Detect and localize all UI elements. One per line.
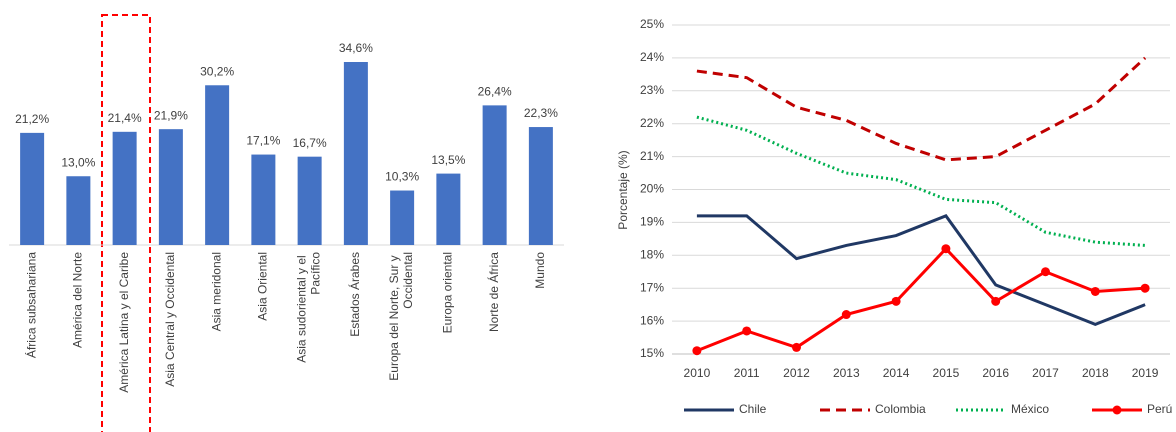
y-tick-label: 21%: [640, 149, 664, 163]
x-tick-label: 2015: [933, 366, 960, 380]
bar: [158, 129, 183, 245]
value-label: 21,4%: [108, 111, 142, 125]
y-tick-label: 17%: [640, 280, 664, 294]
series-line: [696, 246, 1146, 353]
x-tick-label: 2013: [833, 366, 860, 380]
x-tick-label: 2018: [1082, 366, 1109, 380]
y-tick-label: 19%: [640, 215, 664, 229]
x-tick-label: 2011: [734, 366, 760, 380]
series-marker: [891, 296, 901, 306]
legend-label: Chile: [739, 402, 767, 416]
x-tick-label: 2010: [684, 366, 711, 380]
value-label: 26,4%: [478, 85, 512, 99]
series-line: [696, 56, 1147, 162]
y-axis-label: Porcentaje (%): [616, 150, 630, 229]
y-tick-label: 22%: [640, 116, 664, 130]
legend-label: Perú: [1147, 402, 1172, 416]
series-marker: [941, 244, 951, 254]
x-tick-label: América del Norte: [71, 252, 85, 348]
series-marker: [991, 296, 1001, 306]
y-tick-label: 15%: [640, 346, 664, 360]
x-tick-label: 2019: [1132, 366, 1159, 380]
legend-marker: [1112, 405, 1122, 415]
y-tick-label: 18%: [640, 247, 664, 261]
series-marker: [692, 346, 702, 356]
x-tick-label: Asia Central y Occidental: [163, 252, 177, 387]
bar: [436, 173, 461, 245]
y-tick-label: 24%: [640, 50, 664, 64]
x-tick-label: África subsahariana: [23, 252, 38, 358]
x-tick-label: Norte de África: [486, 252, 501, 332]
x-tick-label: América Latina y el Caribe: [117, 252, 131, 393]
value-label: 21,9%: [154, 108, 188, 122]
bar: [528, 127, 553, 245]
series-marker: [742, 326, 752, 336]
bar: [20, 132, 45, 245]
bar: [343, 62, 368, 245]
bar: [205, 85, 230, 246]
label-line: Europa del Norte, Sur y: [387, 252, 401, 381]
series-marker: [1090, 286, 1100, 296]
series-line: [696, 213, 1146, 327]
bar: [390, 190, 415, 245]
legend-label: México: [1011, 402, 1049, 416]
label-line: Pacífico: [309, 252, 323, 295]
x-tick-label: Europa del Norte, Sur y Occidental: [387, 252, 415, 381]
series-marker: [1041, 267, 1050, 277]
value-label: 30,2%: [200, 64, 234, 78]
value-label: 13,0%: [61, 155, 95, 169]
bar: [482, 105, 507, 246]
bar: [297, 156, 322, 245]
value-label: 21,2%: [15, 112, 49, 126]
y-tick-label: 23%: [640, 83, 664, 97]
label-line: Asia sudoriental y el: [295, 252, 309, 363]
x-tick-label: Asia meridonal: [209, 252, 223, 331]
x-tick-label: Mundo: [533, 252, 547, 289]
series-marker: [1140, 283, 1150, 293]
x-tick-label: Asia sudoriental y el Pacífico: [295, 252, 323, 363]
x-tick-label: 2012: [783, 366, 810, 380]
series-line: [696, 115, 1146, 247]
x-tick-label: Estados Árabes: [347, 252, 362, 337]
y-tick-label: 20%: [640, 182, 664, 196]
value-label: 22,3%: [524, 106, 558, 120]
x-tick-label: Asia Oriental: [256, 252, 270, 321]
x-tick-label: 2017: [1032, 366, 1059, 380]
x-tick-label: Europa oriental: [441, 252, 455, 333]
highlight-box: [101, 14, 151, 432]
legend-label: Colombia: [875, 402, 926, 416]
series-marker: [792, 342, 801, 352]
bar: [112, 131, 137, 245]
y-tick-label: 16%: [640, 313, 664, 327]
label-line: Occidental: [401, 252, 415, 309]
bar: [251, 154, 276, 245]
value-label: 16,7%: [293, 136, 327, 150]
value-label: 17,1%: [246, 134, 280, 148]
series-marker: [841, 310, 851, 320]
x-tick-label: 2014: [883, 366, 910, 380]
value-label: 13,5%: [431, 153, 465, 167]
value-label: 10,3%: [385, 170, 419, 184]
y-tick-label: 25%: [640, 17, 664, 31]
value-label: 34,6%: [339, 41, 373, 55]
bar: [66, 176, 91, 245]
x-tick-label: 2016: [982, 366, 1009, 380]
